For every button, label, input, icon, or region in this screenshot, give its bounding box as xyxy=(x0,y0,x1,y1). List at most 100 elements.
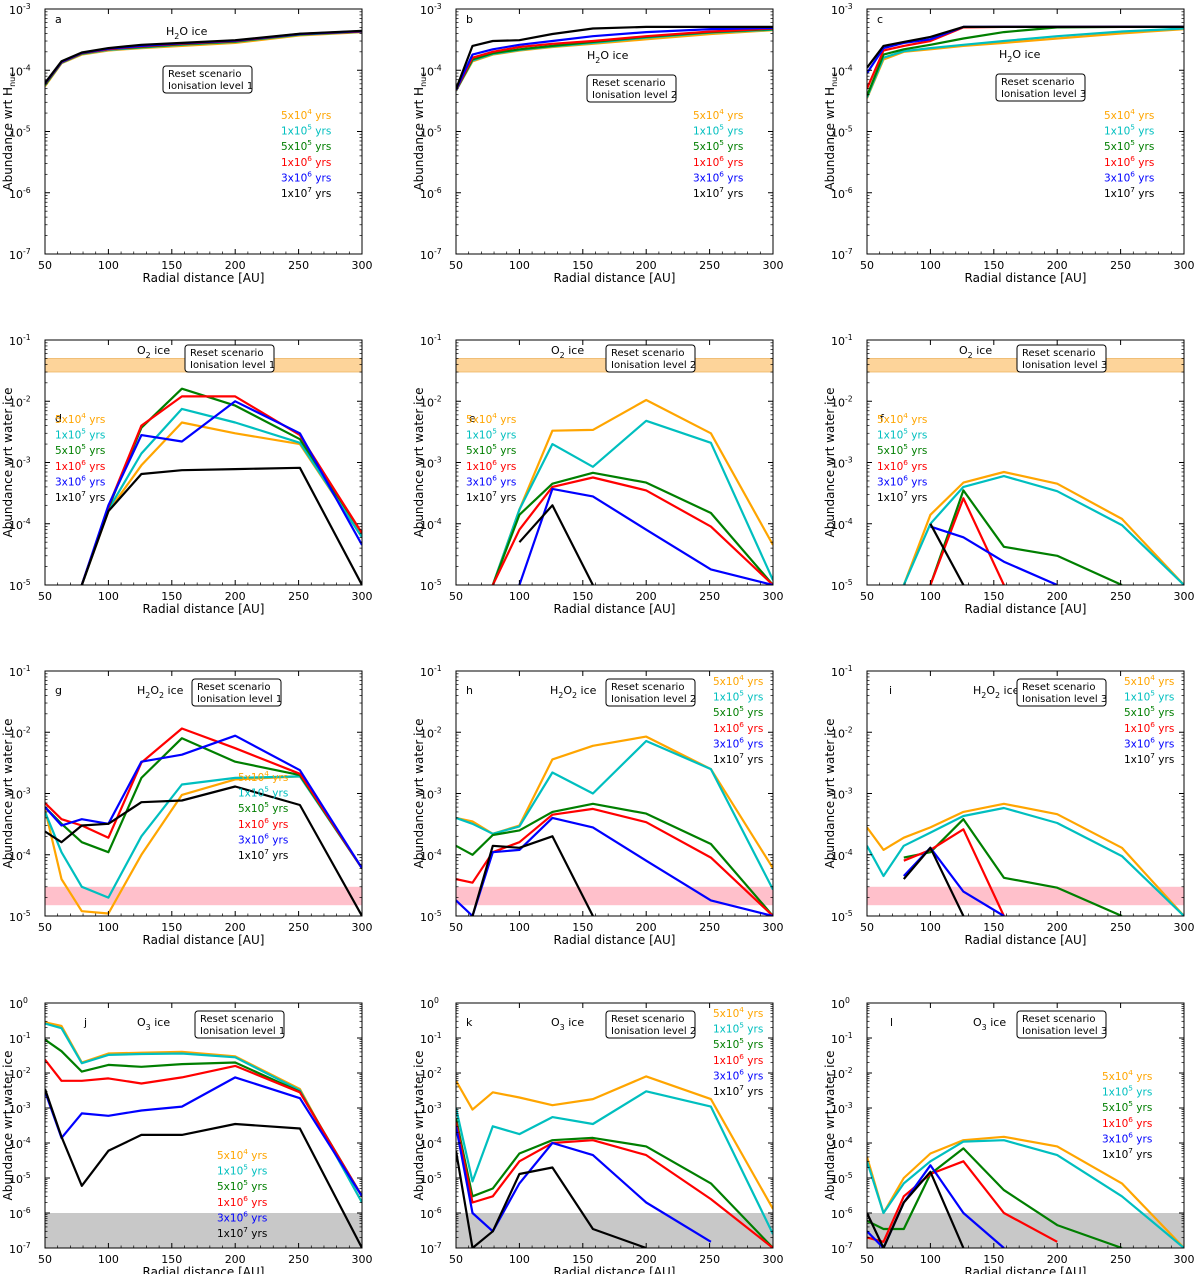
plot-frame xyxy=(455,1002,774,1249)
legend-entry: 1x106 yrs xyxy=(1124,720,1174,735)
series-line xyxy=(45,1021,362,1204)
legend-entry: 1x107 yrs xyxy=(466,489,516,504)
x-tick-label: 150 xyxy=(983,259,1004,272)
scenario-box xyxy=(1016,678,1107,707)
ionisation-label: Ionisation level 1 xyxy=(197,694,282,705)
scenario-box xyxy=(191,678,282,707)
y-tick-label: 10-7 xyxy=(831,247,853,262)
x-axis-label: Radial distance [AU] xyxy=(554,1265,676,1274)
legend-entry: 1x106 yrs xyxy=(466,458,516,473)
y-tick-label: 100 xyxy=(420,996,439,1011)
y-tick-label: 100 xyxy=(831,996,850,1011)
legend-entry: 3x106 yrs xyxy=(1124,735,1174,750)
scenario-box xyxy=(184,344,275,373)
reference-band xyxy=(45,886,362,906)
series-line xyxy=(80,400,362,585)
y-axis-label: Abundance wrt Hnuc xyxy=(1,72,17,190)
series-line xyxy=(45,1038,362,1197)
y-axis-label: Abundance wrt water ice xyxy=(1,1051,15,1201)
y-tick-label: 10-3 xyxy=(831,456,853,471)
ionisation-label: Ionisation level 2 xyxy=(611,694,696,705)
legend-entry: 5x105 yrs xyxy=(877,442,927,457)
y-tick-label: 10-3 xyxy=(9,1101,31,1116)
legend-entry: 1x105 yrs xyxy=(713,1021,763,1036)
x-tick-label: 150 xyxy=(161,1253,182,1266)
series-line xyxy=(902,846,965,916)
legend-entry: 5x105 yrs xyxy=(238,800,288,815)
species-label: O3 ice xyxy=(137,1016,170,1032)
series-line xyxy=(867,27,1184,98)
ionisation-label: Ionisation level 2 xyxy=(592,90,677,101)
scenario-box xyxy=(194,1010,285,1039)
series-line xyxy=(867,1170,965,1248)
y-axis-label: Abundance wrt water ice xyxy=(412,719,426,869)
x-tick-label: 100 xyxy=(509,590,530,603)
y-tick-label: 10-6 xyxy=(420,186,442,201)
scenario-label: Reset scenario xyxy=(168,69,241,80)
scenario-label: Reset scenario xyxy=(592,78,665,89)
reference-band xyxy=(867,1213,1184,1248)
x-tick-label: 50 xyxy=(860,590,874,603)
series-line xyxy=(471,835,594,916)
legend-entry: 1x105 yrs xyxy=(466,427,516,442)
y-tick-label: 10-1 xyxy=(9,1031,31,1046)
x-tick-label: 150 xyxy=(572,1253,593,1266)
x-tick-label: 300 xyxy=(1174,590,1195,603)
x-axis-label: Radial distance [AU] xyxy=(965,271,1087,285)
species-label: H2O ice xyxy=(587,49,629,65)
plot-frame xyxy=(866,1002,1185,1249)
legend-entry: 5x105 yrs xyxy=(1102,1099,1152,1114)
legend-entry: 1x106 yrs xyxy=(217,1194,267,1209)
legend-entry: 1x107 yrs xyxy=(217,1225,267,1240)
legend-entry: 3x106 yrs xyxy=(713,735,763,750)
legend-entry: 1x107 yrs xyxy=(238,847,288,862)
species-label: O3 ice xyxy=(973,1016,1006,1032)
x-tick-label: 100 xyxy=(920,590,941,603)
series-line xyxy=(456,25,773,90)
panel-j: 50 100 150 200 250 300 10-7 10-6 10-5 10-4 10-3 10-… xyxy=(1,996,373,1279)
series-line xyxy=(867,806,1184,916)
legend-entry: 1x107 yrs xyxy=(55,489,105,504)
y-tick-label: 10-1 xyxy=(9,333,31,348)
legend-entry: 3x106 yrs xyxy=(238,831,288,846)
y-tick-label: 10-2 xyxy=(9,394,31,409)
legend-entry: 1x105 yrs xyxy=(217,1163,267,1178)
legend-entry: 3x106 yrs xyxy=(693,169,743,184)
x-axis-label: Radial distance [AU] xyxy=(143,933,265,947)
y-tick-label: 10-2 xyxy=(831,1066,853,1081)
x-tick-label: 250 xyxy=(1110,921,1131,934)
panel-letter: i xyxy=(889,684,892,697)
x-tick-label: 50 xyxy=(38,259,52,272)
x-axis-label: Radial distance [AU] xyxy=(554,602,676,616)
legend-entry: 5x105 yrs xyxy=(713,1036,763,1051)
x-tick-label: 250 xyxy=(699,1253,720,1266)
y-tick-label: 100 xyxy=(9,996,28,1011)
y-tick-label: 10-3 xyxy=(9,2,31,17)
series-line xyxy=(456,1150,647,1248)
y-tick-label: 10-4 xyxy=(9,63,31,78)
y-tick-label: 10-3 xyxy=(9,456,31,471)
y-tick-label: 10-3 xyxy=(420,787,442,802)
panel-letter: l xyxy=(890,1016,893,1029)
series-line xyxy=(456,739,773,891)
legend-entry: 3x106 yrs xyxy=(1102,1130,1152,1145)
series-line xyxy=(45,1088,362,1248)
x-axis-label: Radial distance [AU] xyxy=(965,1265,1087,1274)
scenario-box xyxy=(1016,1010,1107,1039)
species-label: O3 ice xyxy=(551,1016,584,1032)
y-tick-label: 10-5 xyxy=(9,1171,31,1186)
series-line xyxy=(456,1075,773,1210)
y-tick-label: 10-7 xyxy=(420,247,442,262)
y-tick-label: 10-1 xyxy=(831,333,853,348)
x-tick-label: 250 xyxy=(288,259,309,272)
legend-entry: 1x105 yrs xyxy=(281,123,331,138)
y-tick-label: 10-6 xyxy=(420,1206,442,1221)
legend-entry: 5x104 yrs xyxy=(877,411,927,426)
y-tick-label: 10-5 xyxy=(9,909,31,924)
series-line xyxy=(45,1022,362,1204)
x-tick-label: 200 xyxy=(1047,259,1068,272)
y-tick-label: 10-2 xyxy=(420,1066,442,1081)
y-tick-label: 10-5 xyxy=(420,909,442,924)
x-tick-label: 50 xyxy=(38,1253,52,1266)
legend-entry: 1x105 yrs xyxy=(238,785,288,800)
